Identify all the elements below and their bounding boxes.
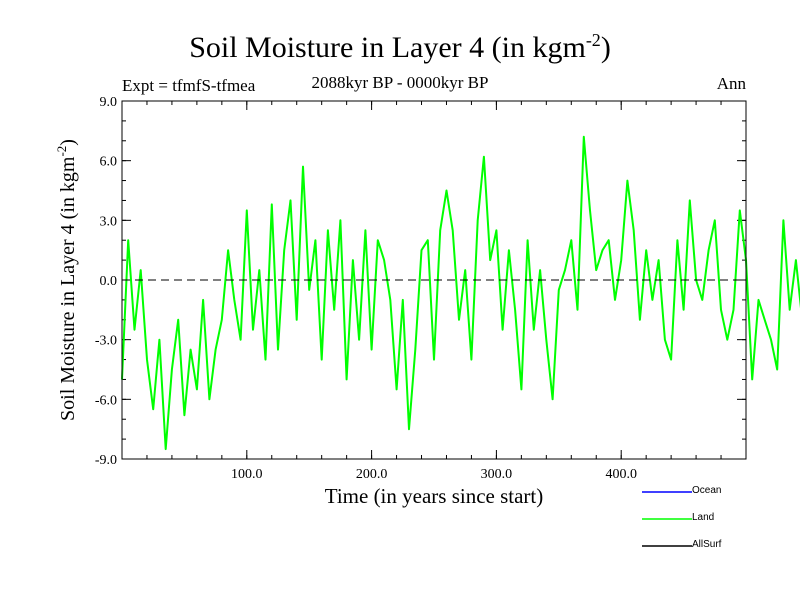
y-tick-label: 9.0 (100, 95, 118, 110)
legend-label-ocean: Ocean (692, 485, 722, 496)
x-axis-label: Time (in years since start) (324, 484, 544, 508)
legend-label-land: Land (692, 512, 715, 523)
x-tick-label: 100.0 (231, 467, 263, 482)
y-tick-label: 0.0 (100, 274, 118, 289)
chart-title: Soil Moisture in Layer 4 (in kgm-2) (189, 30, 611, 64)
x-tick-label: 300.0 (481, 467, 513, 482)
experiment-label: Expt = tfmfS-tfmea (122, 76, 256, 95)
y-tick-label: 6.0 (100, 155, 118, 170)
y-axis-label: Soil Moisture in Layer 4 (in kgm-2) (54, 139, 79, 421)
series-line-land (121, 135, 800, 451)
x-tick-label: 400.0 (605, 467, 637, 482)
y-tick-label: 3.0 (100, 214, 118, 229)
y-tick-label: -3.0 (95, 334, 117, 349)
y-tick-label: -6.0 (95, 393, 117, 408)
legend-label-allsurf: AllSurf (692, 539, 722, 550)
y-axis-label-container: Soil Moisture in Layer 4 (in kgm-2) (54, 139, 79, 421)
season-label: Ann (716, 74, 746, 93)
y-tick-label: -9.0 (95, 453, 117, 468)
x-tick-label: 200.0 (356, 467, 388, 482)
chart-subtitle: 2088kyr BP - 0000kyr BP (311, 73, 489, 92)
plot-frame (121, 100, 747, 460)
